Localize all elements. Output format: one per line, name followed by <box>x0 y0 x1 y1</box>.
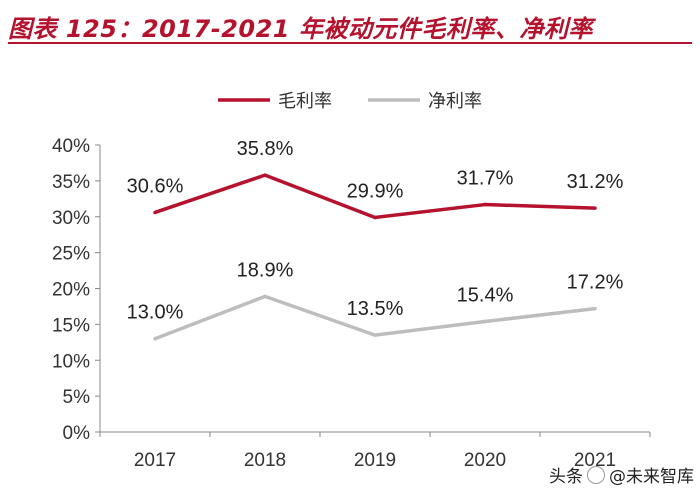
data-label: 13.5% <box>347 298 404 320</box>
chart-title: 图表 125：2017-2021 年被动元件毛利率、净利率 <box>8 15 593 43</box>
data-label: 15.4% <box>457 285 514 307</box>
data-label: 30.6% <box>127 175 184 197</box>
data-point <box>153 336 157 341</box>
y-tick-label: 0% <box>63 423 91 444</box>
data-point <box>153 210 157 215</box>
x-tick-label: 2021 <box>574 450 616 471</box>
x-tick-label: 2020 <box>464 450 506 471</box>
y-tick-label: 40% <box>52 136 90 157</box>
watermark-prefix: 头条 <box>549 467 583 487</box>
data-point <box>263 294 267 299</box>
y-tick-label: 35% <box>52 172 90 193</box>
data-point <box>373 333 377 337</box>
watermark: 头条 @未来智库 <box>549 462 694 487</box>
data-label: 29.9% <box>347 180 404 202</box>
data-label: 13.0% <box>127 302 184 324</box>
data-point <box>263 173 267 177</box>
data-label: 35.8% <box>237 138 294 160</box>
data-point <box>483 202 487 207</box>
legend-label-gross-margin: 毛利率 <box>278 91 332 112</box>
data-point <box>593 206 597 210</box>
watermark-handle: @未来智库 <box>609 467 694 487</box>
data-point <box>373 215 377 220</box>
data-point <box>483 319 487 324</box>
data-label: 17.2% <box>567 272 624 294</box>
data-label: 18.9% <box>237 259 294 281</box>
x-tick-label: 2017 <box>134 450 176 471</box>
y-tick-label: 30% <box>52 208 90 229</box>
title-bar: 图表 125：2017-2021 年被动元件毛利率、净利率 <box>8 4 692 44</box>
x-tick-label: 2018 <box>244 450 286 471</box>
legend-label-net-margin: 净利率 <box>428 91 482 112</box>
y-tick-label: 25% <box>52 244 90 265</box>
data-point <box>593 306 597 311</box>
y-tick-label: 5% <box>63 387 91 408</box>
y-tick-label: 15% <box>52 315 90 336</box>
watermark-logo-icon <box>587 465 605 484</box>
data-label: 31.7% <box>457 168 514 190</box>
data-label: 31.2% <box>567 171 624 193</box>
y-tick-label: 10% <box>52 351 90 372</box>
x-tick-label: 2019 <box>354 450 396 471</box>
y-tick-label: 20% <box>52 280 90 301</box>
